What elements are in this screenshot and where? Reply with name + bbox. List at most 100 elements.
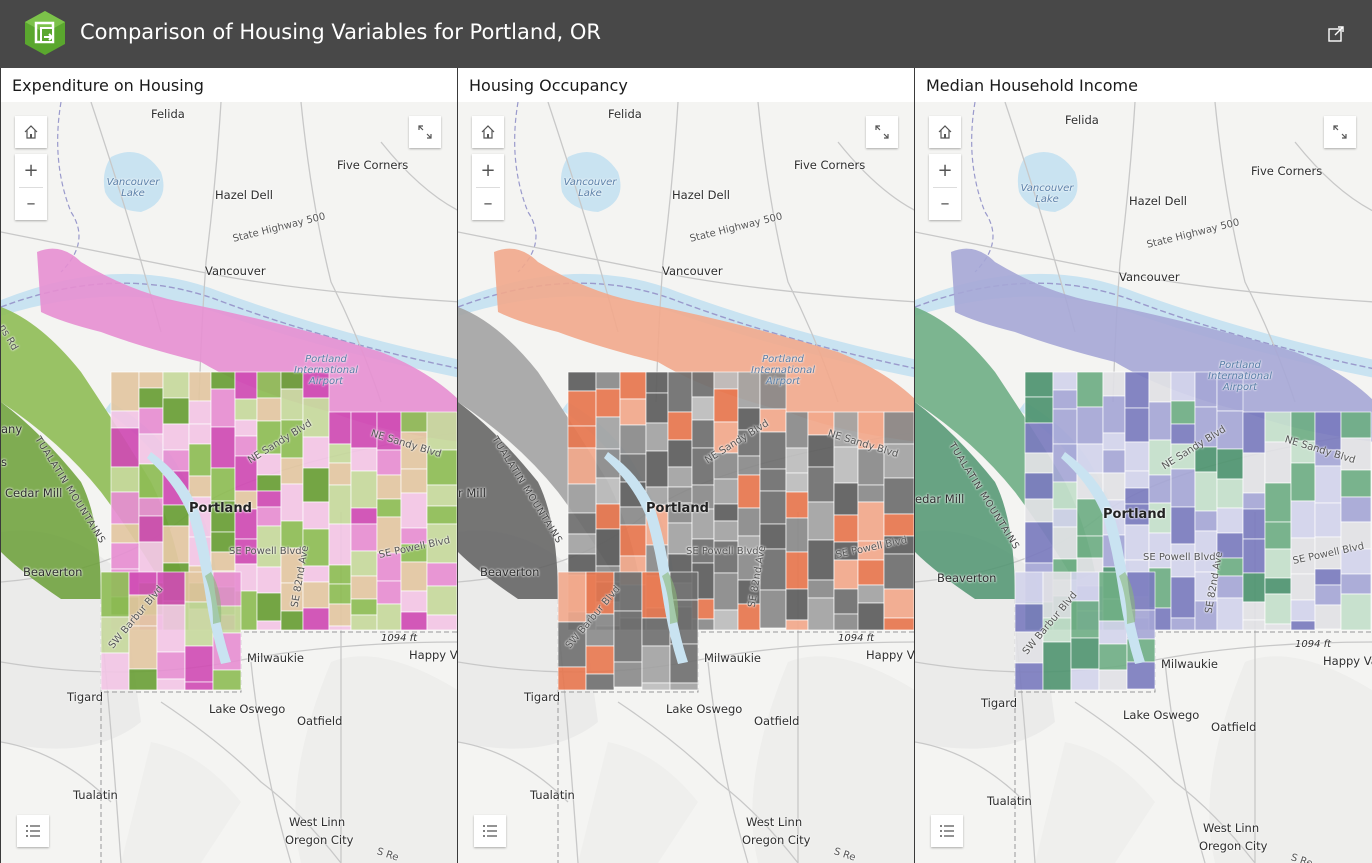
map-label-west-linn: West Linn [1203,821,1260,835]
map-label-lake-oswego: Lake Oswego [666,702,743,716]
share-button[interactable] [1326,24,1346,44]
zoom-in-button[interactable]: + [480,160,496,181]
map-label-five-corners: Five Corners [794,158,866,172]
map-label-oatfield: Oatfield [1211,720,1257,734]
map-label-portland: Portland [1103,507,1166,522]
map-label-tualatin: Tualatin [73,788,118,802]
map-label-airport: Portland International Airport [1208,360,1272,393]
expand-icon [418,125,432,139]
map-label-cedar-mill: Cedar Mill [5,486,63,500]
expand-icon [1333,125,1347,139]
map-label-oatfield: Oatfield [754,714,800,728]
map-view[interactable]: Felida Five Corners Hazel Dell Vancouver La… [458,102,914,863]
map-panel-2: Housing Occupancy Felida Five Corners Hazel… [457,68,914,863]
home-icon [481,125,495,139]
map-label-tualatin: Tualatin [530,788,575,802]
zoom-in-button[interactable]: + [23,160,39,181]
zoom-divider [933,187,957,188]
map-label-beaverton: Beaverton [937,571,997,585]
zoom-out-button[interactable]: – [26,193,36,214]
map-label-oregon-city: Oregon City [1199,839,1268,853]
map-label-felida: Felida [151,107,185,121]
fullscreen-button[interactable] [1324,116,1356,148]
map-label-hazel-dell: Hazel Dell [1129,194,1187,208]
map-label-elev: 1094 ft [381,633,418,644]
map-label-edge-s: s [1,455,7,469]
map-label-se-powell: SE Powell Blvd [229,546,302,557]
map-label-oregon-city: Oregon City [285,833,354,847]
home-button[interactable] [929,116,961,148]
map-label-five-corners: Five Corners [1251,164,1323,178]
map-label-vancouver: Vancouver [662,264,723,278]
map-label-west-linn: West Linn [746,815,803,829]
map-label-milwaukie: Milwaukie [1161,657,1218,671]
legend-list-icon [940,825,954,837]
fullscreen-button[interactable] [409,116,441,148]
app-header: Comparison of Housing Variables for Port… [0,0,1372,68]
map-label-happy-valley: Happy Vall [1323,654,1372,668]
zoom-divider [476,187,500,188]
map-label-elev: 1094 ft [1295,639,1332,650]
map-label-beaverton: Beaverton [23,565,83,579]
zoom-in-button[interactable]: + [937,160,953,181]
panel-title: Median Household Income [926,76,1138,95]
map-label-milwaukie: Milwaukie [247,651,304,665]
map-label-portland: Portland [646,501,709,516]
legend-button[interactable] [931,815,963,847]
map-label-lake-oswego: Lake Oswego [1123,708,1200,722]
map-label-happy-valley: Happy V [409,648,457,662]
map-label-vancouver-lake: Vancouver Lake [106,177,160,199]
map-label-vancouver: Vancouver [205,264,266,278]
home-icon [938,125,952,139]
map-label-happy-valley: Happy Valley [866,648,914,662]
map-label-felida: Felida [608,107,642,121]
map-label-lake-oswego: Lake Oswego [209,702,286,716]
app-logo-icon [22,10,68,56]
map-label-vancouver-lake: Vancouver Lake [1020,183,1074,205]
map-label-tualatin: Tualatin [987,794,1032,808]
app-title: Comparison of Housing Variables for Port… [80,20,602,44]
map-label-se-powell: SE Powell Blvd [1143,552,1216,563]
zoom-controls: + – [15,154,47,220]
panel-title: Expenditure on Housing [12,76,204,95]
share-icon [1328,26,1344,42]
zoom-out-button[interactable]: – [483,193,493,214]
legend-list-icon [483,825,497,837]
map-label-hazel-dell: Hazel Dell [672,188,730,202]
home-icon [24,125,38,139]
home-button[interactable] [472,116,504,148]
map-label-beaverton: Beaverton [480,565,540,579]
map-label-cedar-mill: r Mill [458,486,486,500]
legend-button[interactable] [17,815,49,847]
home-button[interactable] [15,116,47,148]
map-panel-1: Expenditure on Housing Felida Five Corners… [0,68,457,863]
map-label-airport: Portland International Airport [294,354,358,387]
map-label-felida: Felida [1065,113,1099,127]
map-label-cedar-mill: edar Mill [915,492,965,506]
map-label-west-linn: West Linn [289,815,346,829]
zoom-controls: + – [929,154,961,220]
map-label-airport: Portland International Airport [751,354,815,387]
map-view[interactable]: Felida Five Corners Hazel Dell Vancouver La… [915,102,1372,863]
legend-list-icon [26,825,40,837]
map-label-vancouver: Vancouver [1119,270,1180,284]
map-label-milwaukie: Milwaukie [704,651,761,665]
map-label-edge-any: any [1,422,23,436]
map-label-tigard: Tigard [524,690,561,704]
fullscreen-button[interactable] [866,116,898,148]
map-label-elev: 1094 ft [838,633,875,644]
map-label-tigard: Tigard [981,696,1018,710]
map-label-vancouver-lake: Vancouver Lake [563,177,617,199]
map-label-tigard: Tigard [67,690,104,704]
map-label-oregon-city: Oregon City [742,833,811,847]
map-label-portland: Portland [189,501,252,516]
panel-title: Housing Occupancy [469,76,628,95]
map-view[interactable]: Felida Five Corners Hazel Dell Vancouver La… [1,102,457,863]
zoom-controls: + – [472,154,504,220]
zoom-divider [19,187,43,188]
map-label-five-corners: Five Corners [337,158,409,172]
zoom-out-button[interactable]: – [940,193,950,214]
legend-button[interactable] [474,815,506,847]
expand-icon [875,125,889,139]
map-label-oatfield: Oatfield [297,714,343,728]
